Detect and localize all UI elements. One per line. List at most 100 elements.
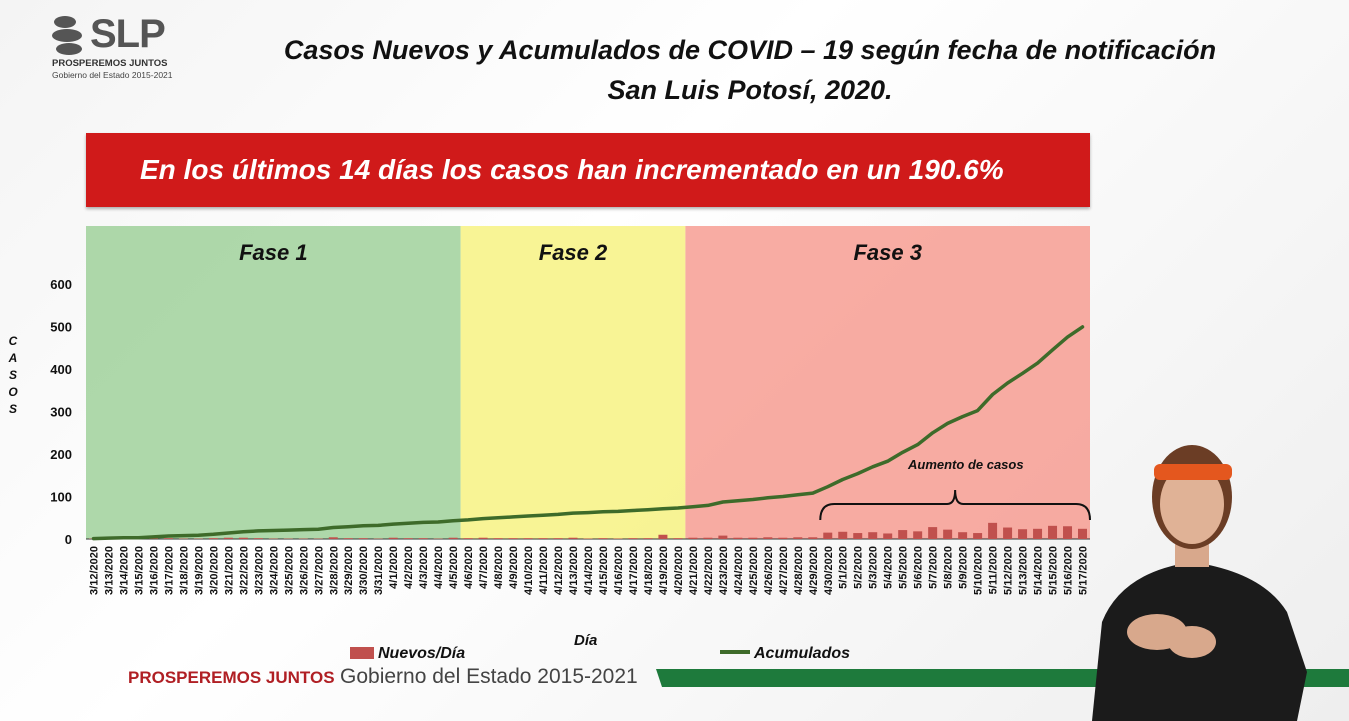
point-acumulados [946, 422, 949, 425]
bar-nuevos [808, 537, 818, 539]
x-tick-label: 5/2/2020 [853, 546, 865, 589]
x-tick-label: 4/29/2020 [808, 546, 820, 595]
bar-nuevos [733, 537, 743, 539]
legend-nuevos: Nuevos/Día [350, 645, 465, 663]
bar-nuevos [958, 532, 968, 539]
bar-nuevos [658, 534, 668, 539]
bar-nuevos [928, 527, 938, 539]
point-acumulados [961, 415, 964, 418]
x-tick-label: 3/24/2020 [268, 546, 280, 595]
x-tick-label: 5/8/2020 [943, 546, 955, 589]
point-acumulados [541, 514, 545, 517]
point-acumulados [856, 472, 859, 475]
bar-nuevos [163, 538, 173, 539]
x-tick-label: 4/7/2020 [478, 546, 490, 589]
bar-nuevos [838, 531, 848, 539]
bar-nuevos [778, 537, 788, 539]
point-acumulados [571, 511, 575, 515]
point-acumulados [347, 525, 350, 528]
x-tick-label: 3/18/2020 [178, 546, 190, 595]
point-acumulados [1036, 361, 1039, 365]
x-tick-label: 5/17/2020 [1078, 546, 1090, 595]
point-acumulados [931, 431, 934, 434]
point-acumulados [901, 451, 904, 454]
point-acumulados [1021, 372, 1024, 375]
point-acumulados [976, 409, 979, 412]
point-acumulados [616, 510, 620, 513]
bar-nuevos [1048, 525, 1058, 539]
point-acumulados [272, 529, 275, 532]
point-acumulados [871, 465, 874, 468]
point-acumulados [1051, 348, 1054, 352]
point-acumulados [661, 507, 665, 511]
logo-abbr: SLP [90, 12, 166, 56]
bar-nuevos [898, 530, 908, 539]
point-acumulados [182, 534, 185, 537]
bar-nuevos [943, 529, 953, 539]
slp-logo: SLP PROSPEREMOS JUNTOS Gobierno del Esta… [52, 12, 173, 82]
point-acumulados [197, 533, 200, 537]
bar-nuevos [538, 538, 548, 539]
point-acumulados [811, 491, 814, 495]
bar-nuevos [883, 533, 893, 539]
point-acumulados [736, 499, 740, 502]
point-acumulados [796, 493, 799, 496]
point-acumulados [137, 536, 140, 539]
point-acumulados [287, 528, 290, 532]
point-acumulados [152, 535, 155, 539]
chart-title: Casos Nuevos y Acumulados de COVID – 19 … [200, 30, 1300, 110]
x-tick-label: 4/25/2020 [748, 546, 760, 595]
footer-government: Gobierno del Estado 2015-2021 [340, 665, 638, 688]
bar-nuevos [793, 537, 803, 539]
x-tick-label: 4/21/2020 [688, 546, 700, 595]
x-tick-label: 4/15/2020 [598, 546, 610, 595]
bar-nuevos [1003, 527, 1013, 539]
x-tick-label: 5/11/2020 [988, 546, 1000, 594]
bar-nuevos [703, 537, 713, 539]
x-tick-label: 3/28/2020 [328, 546, 340, 595]
bar-nuevos [1063, 526, 1073, 539]
x-tick-label: 3/12/2020 [88, 546, 100, 595]
x-tick-label: 3/31/2020 [373, 546, 385, 595]
bar-nuevos [1018, 529, 1028, 539]
x-tick-label: 4/4/2020 [433, 546, 445, 589]
x-tick-label: 4/14/2020 [583, 546, 595, 595]
legend-nuevos-label: Nuevos/Día [378, 645, 466, 662]
bar-nuevos [463, 538, 473, 539]
bar-nuevos [643, 538, 653, 539]
y-tick-label: 500 [50, 320, 72, 335]
point-acumulados [646, 508, 650, 511]
bar-nuevos [748, 537, 758, 539]
point-acumulados [257, 529, 260, 533]
x-tick-label: 4/30/2020 [823, 546, 835, 595]
point-acumulados [1081, 325, 1084, 329]
point-acumulados [586, 511, 590, 514]
x-tick-label: 3/16/2020 [148, 546, 160, 595]
x-tick-label: 3/14/2020 [118, 546, 130, 595]
point-acumulados [332, 526, 335, 529]
x-tick-label: 4/17/2020 [628, 546, 640, 595]
bar-nuevos [973, 533, 983, 539]
x-tick-label: 4/10/2020 [523, 546, 535, 595]
x-tick-label: 4/16/2020 [613, 546, 625, 595]
x-tick-label: 3/17/2020 [163, 546, 175, 595]
x-tick-label: 5/14/2020 [1033, 546, 1045, 595]
x-tick-label: 4/26/2020 [763, 546, 775, 595]
point-acumulados [406, 522, 410, 525]
bar-nuevos [823, 532, 833, 539]
point-acumulados [167, 534, 170, 538]
x-tick-label: 5/15/2020 [1048, 546, 1060, 595]
bar-nuevos [478, 537, 488, 539]
x-tick-label: 3/15/2020 [133, 546, 145, 595]
x-tick-label: 3/21/2020 [223, 546, 235, 595]
phase-label: Fase 1 [239, 240, 308, 265]
point-acumulados [212, 533, 215, 536]
x-tick-label: 5/4/2020 [883, 546, 895, 589]
bar-nuevos [328, 537, 338, 539]
point-acumulados [886, 460, 889, 463]
point-acumulados [227, 531, 230, 535]
y-tick-label: 200 [50, 447, 72, 462]
bar-nuevos [1033, 528, 1043, 539]
x-tick-label: 3/20/2020 [208, 546, 220, 595]
point-acumulados [317, 528, 320, 531]
